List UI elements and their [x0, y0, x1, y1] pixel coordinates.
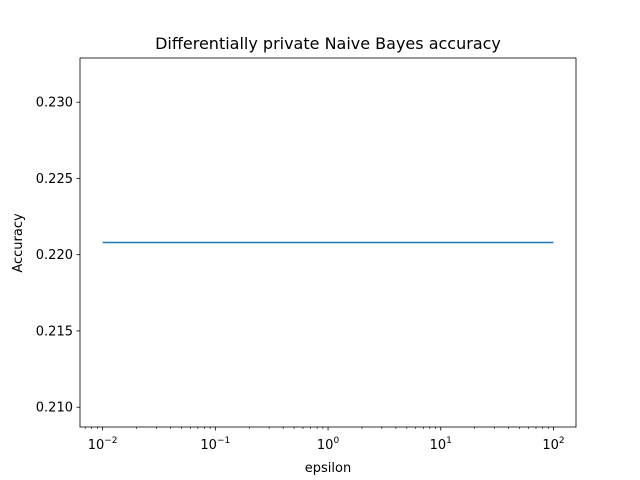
- y-tick-label: 0.230: [36, 96, 73, 111]
- x-tick-label: 100: [317, 436, 340, 453]
- chart-title: Differentially private Naive Bayes accur…: [155, 34, 501, 53]
- y-axis-ticks: 0.210 0.215 0.220 0.225 0.230: [36, 96, 80, 416]
- x-axis-label: epsilon: [305, 461, 351, 476]
- x-tick-label: 101: [430, 436, 452, 453]
- y-tick-label: 0.225: [36, 172, 73, 187]
- y-tick-label: 0.215: [36, 324, 73, 339]
- x-tick-label: 10−2: [88, 436, 118, 453]
- x-axis-ticks: 10−2 10−1 100 101 102: [88, 427, 565, 453]
- axes-frame: [79, 57, 577, 428]
- x-tick-label: 10−1: [200, 436, 230, 453]
- y-tick-label: 0.210: [36, 401, 73, 416]
- y-axis-label: Accuracy: [11, 213, 26, 273]
- y-tick-label: 0.220: [36, 248, 73, 263]
- x-tick-label: 102: [542, 436, 564, 453]
